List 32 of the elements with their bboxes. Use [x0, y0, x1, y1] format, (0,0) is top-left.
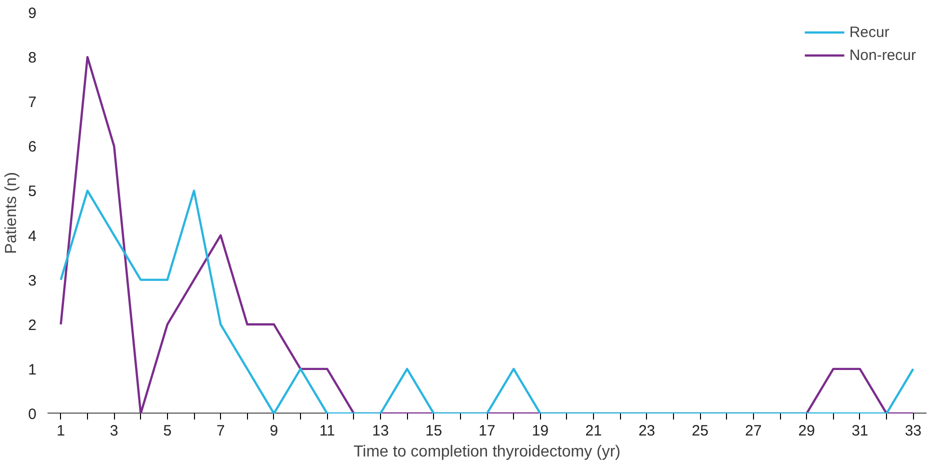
y-tick-label: 2	[28, 316, 36, 334]
legend-label: Recur	[849, 24, 890, 40]
line-series	[60, 190, 914, 414]
y-tick-label: 1	[28, 361, 36, 378]
x-axis-title: Time to completion thyroidectomy (yr)	[353, 444, 621, 460]
x-tick-label: 7	[216, 422, 225, 440]
y-axis-title: Patients (n)	[3, 172, 20, 254]
y-tick-label: 9	[28, 5, 36, 22]
x-tick-label: 21	[585, 422, 602, 440]
y-tick-label: 4	[28, 228, 36, 245]
x-tick-label: 11	[319, 422, 335, 440]
x-tick-label: 23	[638, 422, 656, 440]
y-tick-label: 5	[28, 183, 36, 200]
y-tick-label: 0	[28, 406, 36, 423]
legend-label: Non-recur	[849, 46, 916, 64]
x-tick-label: 25	[692, 422, 708, 440]
x-tick-label: 5	[163, 422, 172, 440]
x-tick-label: 19	[532, 422, 549, 440]
x-tick-label: 1	[56, 422, 65, 440]
x-tick-label: 27	[745, 422, 762, 440]
x-tick-label: 15	[425, 422, 442, 440]
x-tick-label: 13	[372, 422, 389, 440]
x-tick-label: 9	[270, 422, 278, 440]
y-tick-label: 8	[28, 50, 36, 67]
x-tick-label: 33	[904, 422, 922, 440]
y-tick-label: 7	[28, 94, 36, 112]
y-tick-label: 3	[28, 272, 36, 290]
x-tick-label: 3	[110, 422, 118, 440]
x-tick-label: 29	[798, 422, 815, 440]
x-tick-label: 31	[852, 422, 868, 440]
y-tick-label: 6	[28, 138, 36, 156]
x-tick-label: 17	[478, 422, 496, 440]
